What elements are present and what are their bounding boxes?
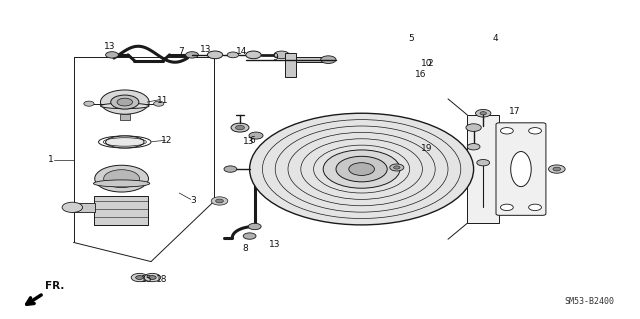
Text: 19: 19 bbox=[421, 144, 433, 153]
Circle shape bbox=[336, 156, 387, 182]
Circle shape bbox=[216, 199, 223, 203]
Circle shape bbox=[250, 113, 474, 225]
Circle shape bbox=[104, 170, 140, 188]
Circle shape bbox=[111, 95, 139, 109]
Circle shape bbox=[246, 51, 261, 59]
Circle shape bbox=[148, 276, 156, 279]
Circle shape bbox=[207, 51, 223, 59]
FancyBboxPatch shape bbox=[467, 115, 499, 223]
Text: 16: 16 bbox=[415, 70, 426, 79]
Circle shape bbox=[95, 165, 148, 192]
Circle shape bbox=[100, 90, 149, 114]
Text: 4: 4 bbox=[493, 34, 499, 43]
Circle shape bbox=[249, 132, 263, 139]
Circle shape bbox=[248, 223, 261, 230]
Circle shape bbox=[529, 128, 541, 134]
Circle shape bbox=[477, 160, 490, 166]
Circle shape bbox=[476, 109, 491, 117]
Circle shape bbox=[131, 273, 148, 282]
Circle shape bbox=[466, 124, 481, 131]
Ellipse shape bbox=[100, 103, 149, 109]
Text: FR.: FR. bbox=[45, 281, 64, 292]
Circle shape bbox=[500, 204, 513, 211]
Circle shape bbox=[227, 52, 239, 58]
Circle shape bbox=[529, 204, 541, 211]
Bar bbox=[94, 196, 148, 225]
Text: 10: 10 bbox=[421, 59, 433, 68]
Circle shape bbox=[211, 197, 228, 205]
Circle shape bbox=[394, 166, 400, 169]
Text: 7: 7 bbox=[178, 47, 184, 56]
Ellipse shape bbox=[93, 180, 150, 187]
Bar bbox=[285, 53, 296, 77]
Text: 13: 13 bbox=[104, 42, 116, 51]
Text: 13: 13 bbox=[200, 45, 211, 54]
Text: 5: 5 bbox=[408, 34, 414, 43]
Text: 12: 12 bbox=[161, 136, 173, 145]
Circle shape bbox=[154, 101, 164, 106]
Bar bbox=[296, 57, 325, 62]
Circle shape bbox=[117, 98, 132, 106]
Text: 9: 9 bbox=[272, 53, 278, 62]
Circle shape bbox=[349, 163, 374, 175]
Text: 3: 3 bbox=[191, 197, 196, 205]
Circle shape bbox=[274, 51, 289, 59]
Circle shape bbox=[186, 52, 198, 58]
Text: 6: 6 bbox=[250, 136, 255, 145]
Bar bbox=[72, 203, 95, 212]
Circle shape bbox=[236, 125, 244, 130]
Text: 11: 11 bbox=[157, 96, 168, 105]
Circle shape bbox=[500, 128, 513, 134]
Text: 18: 18 bbox=[156, 275, 167, 284]
Circle shape bbox=[480, 112, 486, 115]
Circle shape bbox=[323, 150, 400, 188]
Bar bbox=[120, 114, 130, 120]
Ellipse shape bbox=[106, 136, 144, 148]
Text: SM53-B2400: SM53-B2400 bbox=[564, 297, 614, 306]
Circle shape bbox=[84, 101, 94, 106]
Circle shape bbox=[553, 167, 561, 171]
Circle shape bbox=[144, 273, 161, 282]
Circle shape bbox=[321, 56, 336, 63]
Ellipse shape bbox=[511, 152, 531, 187]
Circle shape bbox=[243, 233, 256, 239]
FancyBboxPatch shape bbox=[496, 123, 546, 215]
Circle shape bbox=[231, 123, 249, 132]
Text: 13: 13 bbox=[243, 137, 255, 146]
Text: 1: 1 bbox=[48, 155, 54, 164]
Circle shape bbox=[136, 276, 143, 279]
Text: 13: 13 bbox=[269, 240, 280, 249]
Text: 15: 15 bbox=[141, 275, 152, 284]
Text: 8: 8 bbox=[242, 244, 248, 253]
Circle shape bbox=[224, 166, 237, 172]
Circle shape bbox=[62, 202, 83, 212]
Circle shape bbox=[106, 52, 118, 58]
Text: 17: 17 bbox=[509, 107, 520, 116]
Circle shape bbox=[548, 165, 565, 173]
Circle shape bbox=[467, 144, 480, 150]
Circle shape bbox=[390, 164, 404, 171]
Text: 2: 2 bbox=[428, 59, 433, 68]
Text: 14: 14 bbox=[236, 47, 247, 56]
